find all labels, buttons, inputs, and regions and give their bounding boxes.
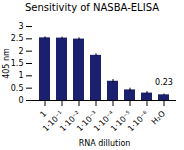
svg-text:2: 2: [18, 47, 23, 56]
svg-text:RNA dillution: RNA dillution: [79, 139, 131, 148]
svg-text:H₂O: H₂O: [150, 109, 167, 126]
svg-text:1·10⁻²: 1·10⁻²: [58, 109, 83, 134]
svg-text:1·10⁻³: 1·10⁻³: [75, 109, 100, 134]
svg-text:1·10⁻⁴: 1·10⁻⁴: [92, 109, 117, 134]
svg-text:3: 3: [18, 22, 23, 31]
svg-text:0: 0: [18, 96, 23, 105]
html-text:Sensitivity of NASBA-ELISA: Sensitivity of NASBA-ELISA: [25, 2, 159, 13]
svg-text:1.5: 1.5: [11, 59, 24, 68]
svg-text:1: 1: [18, 71, 23, 80]
svg-text:1: 1: [38, 109, 48, 119]
svg-text:1·10⁻⁵: 1·10⁻⁵: [109, 109, 134, 134]
svg-text:2.5: 2.5: [11, 34, 24, 43]
svg-text:1·10⁻¹: 1·10⁻¹: [41, 109, 66, 134]
svg-text:1·10⁻⁶: 1·10⁻⁶: [126, 109, 150, 133]
svg-text:405 nm: 405 nm: [2, 48, 11, 79]
svg-text:0.5: 0.5: [11, 84, 24, 93]
svg-text:0.23: 0.23: [155, 78, 173, 87]
